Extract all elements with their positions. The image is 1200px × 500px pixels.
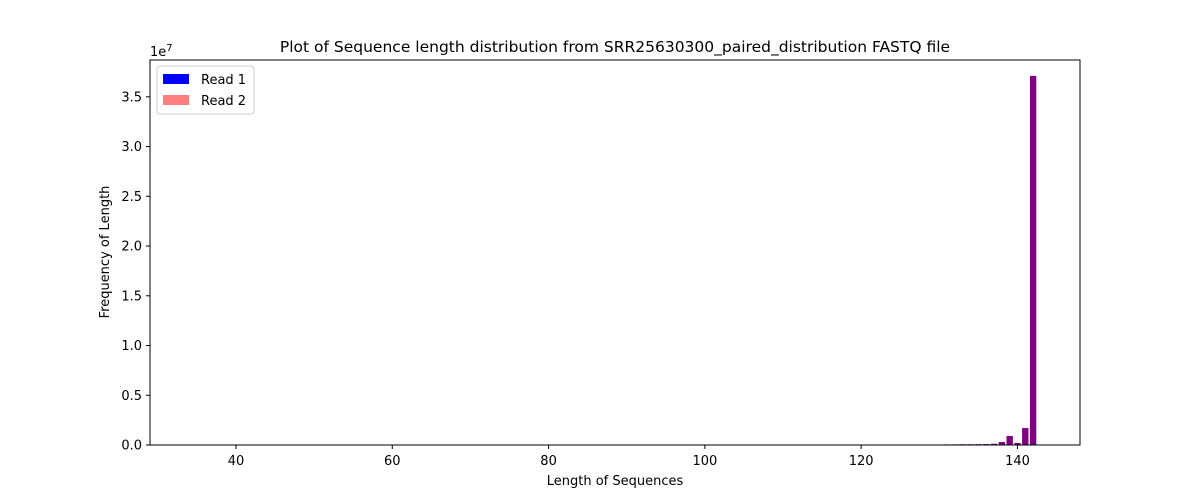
legend-label-read-1: Read 1 <box>201 73 246 88</box>
legend-swatch-read-2 <box>163 95 189 105</box>
bar-series-2-length-142 <box>1029 75 1037 446</box>
x-tick-label: 120 <box>849 454 874 469</box>
y-tick-label: 0.0 <box>121 439 142 454</box>
legend: Read 1 Read 2 <box>156 65 255 115</box>
y-tick-label: 2.5 <box>121 190 142 205</box>
y-multiplier-label: 1e7 <box>150 43 173 60</box>
bar-series-2-length-139 <box>1006 436 1013 445</box>
y-tick-label: 1.0 <box>121 339 142 354</box>
x-tick-label: 40 <box>228 454 245 469</box>
y-tick-label: 0.5 <box>121 389 142 404</box>
x-tick-label: 140 <box>1005 454 1030 469</box>
x-tick-label: 80 <box>540 454 557 469</box>
y-multiplier-exponent: 7 <box>166 43 172 54</box>
x-tick-label: 100 <box>692 454 717 469</box>
legend-label-read-2: Read 2 <box>201 94 246 109</box>
y-tick-label: 1.5 <box>121 289 142 304</box>
bar-series-2-length-140 <box>1014 443 1021 445</box>
legend-swatch-read-1 <box>163 74 189 84</box>
ticks-layer: 40 60 80 100 120 140 0.0 0.5 1.0 1.5 2.0 2.5 3.0 3.5 <box>121 90 1030 469</box>
y-axis-label: Frequency of Length <box>98 186 113 319</box>
x-tick-label: 60 <box>384 454 401 469</box>
y-tick-label: 3.5 <box>121 90 142 105</box>
bar-series-2-length-138 <box>998 442 1005 445</box>
chart-title: Plot of Sequence length distribution fro… <box>280 38 950 57</box>
bars-layer <box>912 75 1037 446</box>
plot-frame <box>149 59 1081 446</box>
y-tick-label: 2.0 <box>121 240 142 255</box>
bar-series-2-length-141 <box>1022 428 1029 445</box>
x-axis-label: Length of Sequences <box>547 474 684 489</box>
y-tick-label: 3.0 <box>121 140 142 155</box>
bar-series-2-length-137 <box>990 443 998 445</box>
